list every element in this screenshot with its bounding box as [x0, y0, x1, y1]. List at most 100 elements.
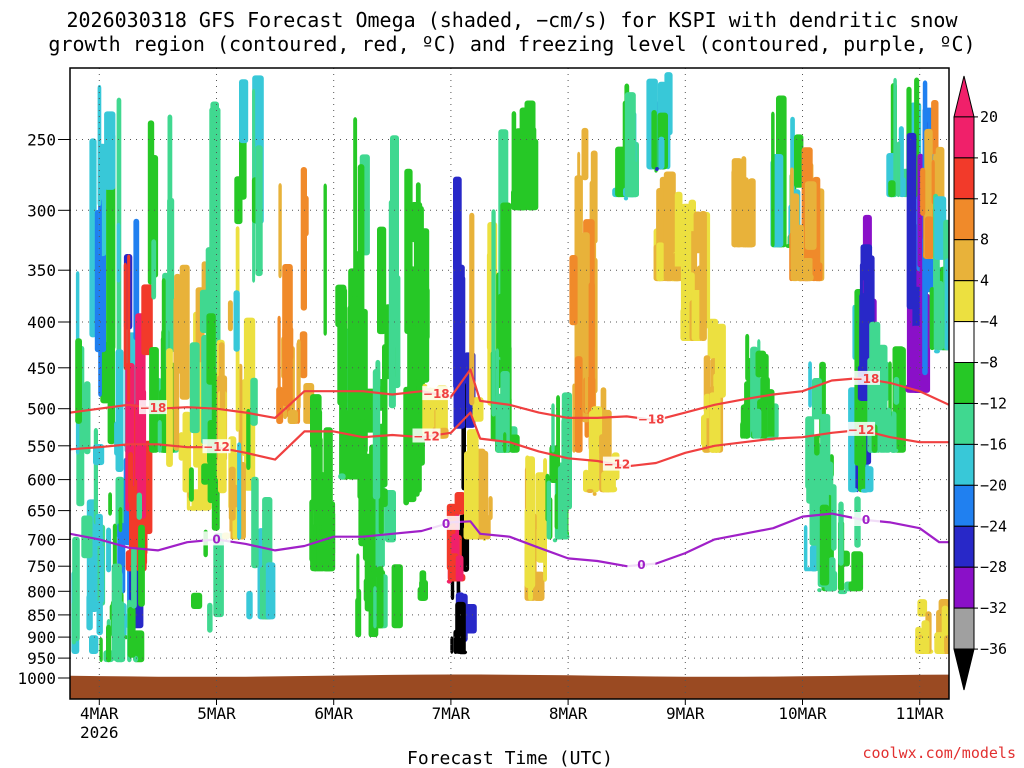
freezing-level-0-label: 0 [637, 558, 645, 572]
omega-shade-cell [337, 287, 348, 406]
omega-shade-cell [671, 266, 684, 282]
omega-shade-cell [406, 384, 417, 503]
omega-shade-cell [311, 436, 323, 511]
omega-shade-cell [219, 377, 226, 410]
omega-shade-cell [924, 216, 934, 259]
omega-shade-cell [655, 167, 659, 171]
omega-shade-cell [133, 630, 145, 663]
y-tick-label: 850 [27, 606, 56, 625]
omega-shade-cell [111, 563, 122, 661]
omega-shade-cell [93, 444, 105, 466]
colorbar-swatch [953, 116, 975, 159]
y-axis: 250 300 350 400 450 500 550 600 650 700 750 800 850 9… [17, 131, 70, 688]
omega-shade-cell [623, 196, 629, 201]
omega-shade-cell [338, 473, 346, 480]
omega-shade-cell [767, 389, 775, 439]
omega-shade-cell [96, 600, 103, 636]
omega-shade-cell [860, 488, 869, 493]
omega-shade-cell [894, 347, 906, 453]
omega-shade-cell [794, 134, 804, 188]
omega-shade-cell [890, 448, 899, 453]
omega-shade-cell [455, 555, 464, 582]
omega-shade-cell [407, 325, 417, 395]
colorbar: 20 16 12 8 4 −4 −8 −12 −16 −20 −24 −28 −32 −36 [953, 75, 1007, 691]
chart-title-line-1: 2026030318 GFS Forecast Omega (shaded, −… [66, 8, 958, 32]
omega-shade-cell [323, 183, 327, 336]
omega-shade-cell [896, 141, 901, 198]
x-tick-label: 5MAR [197, 704, 236, 723]
colorbar-label: 12 [980, 190, 998, 208]
omega-shade-cell [358, 485, 367, 547]
omega-shade-cell [838, 501, 844, 566]
freezing-level-0-label-bg [627, 556, 656, 571]
omega-shade-cell [167, 197, 175, 353]
omega-shade-cell [141, 284, 153, 356]
omega-shade-cell [828, 557, 836, 592]
omega-shade-cell [536, 528, 547, 563]
omega-shade-cell [265, 562, 276, 620]
omega-shade-cell [213, 533, 224, 618]
omega-shade-cell [809, 545, 818, 572]
omega-shade-cell [250, 377, 258, 426]
omega-shade-cell [831, 484, 837, 551]
y-tick-label: 650 [27, 502, 56, 521]
omega-shade-cell [546, 480, 551, 540]
omega-shade-cell [127, 254, 131, 402]
omega-shade-cell [435, 391, 443, 439]
colorbar-bottom-arrow [953, 648, 975, 691]
omega-shade-cell [300, 167, 307, 311]
omega-shade-cell [234, 176, 243, 225]
omega-shade-cell [584, 364, 589, 414]
omega-shade-cell [127, 606, 136, 658]
omega-shade-cell [310, 394, 322, 449]
omega-shade-cell [581, 127, 589, 181]
dgz-minus-18-line [70, 368, 949, 422]
colorbar-label: −16 [980, 435, 1007, 453]
omega-shade-cell [282, 264, 293, 407]
dgz-minus-12-label-bg [847, 421, 876, 436]
omega-shade-cell [740, 421, 744, 439]
omega-shade-cell [316, 495, 320, 569]
omega-shade-cell [382, 344, 388, 488]
omega-shade-cell [806, 434, 815, 504]
omega-shade-cell [535, 472, 546, 531]
omega-shade-cell [609, 486, 618, 493]
colorbar-swatch [953, 443, 975, 486]
omega-shade-cell [207, 602, 213, 633]
dgz-minus-18-label-bg [422, 386, 451, 401]
omega-shade-cell [151, 239, 157, 300]
omega-shade-cell [455, 601, 466, 654]
x-tick-label: 11MAR [896, 704, 945, 723]
omega-shade-cell [935, 280, 944, 351]
colorbar-label: −24 [980, 517, 1007, 535]
omega-shade-cell [310, 524, 317, 572]
omega-shade-cell [469, 212, 475, 406]
omega-shade-cell [745, 333, 750, 381]
dgz-minus-12-label-bg [202, 439, 231, 454]
omega-shade-cell [615, 146, 627, 198]
omega-shade-cell [277, 315, 281, 424]
omega-shade-cell [933, 349, 940, 354]
omega-shade-cell [488, 496, 493, 521]
omega-shade-cell [131, 547, 137, 609]
colorbar-swatch [953, 403, 975, 445]
omega-shading [71, 72, 949, 663]
omega-shade-cell [72, 536, 80, 642]
omega-shade-cell [173, 297, 180, 451]
omega-shade-cell [562, 399, 569, 490]
omega-shade-cell [161, 278, 166, 392]
omega-shade-cell [106, 624, 112, 663]
y-tick-label: 950 [27, 649, 56, 668]
omega-shade-cell [893, 77, 897, 198]
omega-shade-cell [917, 599, 928, 617]
omega-shade-cell [355, 597, 361, 638]
dgz-minus-12-label: −12 [203, 440, 230, 454]
dgz-minus-18-label-bg [139, 400, 167, 415]
colorbar-label: −36 [980, 640, 1007, 658]
omega-shade-cell [624, 92, 636, 198]
omega-shade-cell [133, 655, 139, 663]
omega-shade-cell [888, 180, 896, 198]
colorbar-swatch [953, 157, 975, 200]
omega-shade-cell [210, 101, 219, 183]
